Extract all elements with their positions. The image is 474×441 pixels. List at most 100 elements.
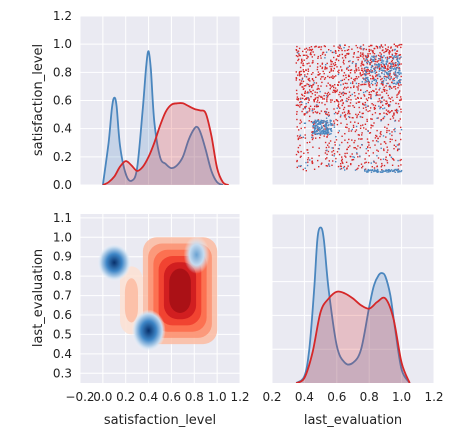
scatter-point [338, 72, 340, 74]
scatter-point [397, 87, 399, 89]
scatter-point [363, 78, 365, 80]
scatter-point [389, 73, 391, 75]
scatter-point [394, 62, 396, 64]
scatter-point [341, 79, 344, 81]
scatter-point [311, 86, 313, 89]
scatter-point [360, 89, 362, 91]
scatter-point [370, 124, 373, 127]
scatter-point [397, 169, 399, 171]
scatter-point [397, 103, 400, 105]
scatter-point [380, 133, 382, 136]
scatter-point [392, 170, 394, 172]
scatter-point [387, 94, 389, 97]
scatter-point [371, 166, 373, 168]
scatter-point [313, 100, 315, 103]
scatter-point [365, 74, 367, 77]
scatter-point [343, 59, 345, 62]
scatter-point [398, 73, 400, 76]
scatter-point [319, 65, 322, 67]
scatter-point [396, 75, 398, 77]
scatter-point [359, 54, 362, 56]
scatter-point [349, 102, 352, 104]
scatter-point [367, 61, 370, 63]
y-tick-label: 0.5 [53, 327, 72, 341]
scatter-point [325, 95, 328, 97]
scatter-point [310, 121, 313, 123]
scatter-point [397, 148, 399, 150]
scatter-point [377, 150, 379, 152]
y-axis-label-last-evaluation: last_evaluation [31, 249, 46, 347]
scatter-point [296, 166, 298, 169]
scatter-point [305, 111, 308, 113]
scatter-point [319, 121, 321, 124]
scatter-point [400, 84, 402, 86]
scatter-point [337, 106, 340, 108]
scatter-point [299, 135, 301, 138]
scatter-point [299, 106, 301, 108]
scatter-point [396, 94, 398, 96]
scatter-point [382, 46, 384, 48]
scatter-point [365, 48, 367, 51]
scatter-point [347, 86, 349, 88]
scatter-point [336, 90, 338, 93]
scatter-point [362, 91, 365, 94]
scatter-point [357, 51, 359, 53]
scatter-point [354, 95, 356, 97]
scatter-point [316, 111, 319, 113]
scatter-point [397, 80, 400, 82]
scatter-point [365, 152, 367, 154]
scatter-point [368, 93, 370, 96]
scatter-point [352, 105, 354, 107]
scatter-point [337, 101, 340, 103]
scatter-point [326, 108, 328, 110]
scatter-point [317, 97, 319, 99]
scatter-point [309, 53, 311, 55]
scatter-point [333, 126, 336, 128]
scatter-point [319, 130, 321, 132]
scatter-point [315, 137, 317, 139]
scatter-point [365, 161, 367, 163]
scatter-point [307, 97, 309, 99]
scatter-point [357, 85, 360, 87]
scatter-point [399, 99, 401, 101]
scatter-point [327, 132, 330, 134]
scatter-point [357, 167, 359, 169]
scatter-point [328, 142, 330, 144]
scatter-point [311, 162, 314, 165]
scatter-point [386, 71, 388, 74]
scatter-point [379, 132, 381, 134]
scatter-point [307, 49, 309, 51]
scatter-point [318, 122, 320, 124]
scatter-point [325, 158, 327, 160]
scatter-point [356, 46, 359, 49]
scatter-point [389, 118, 392, 120]
scatter-point [380, 44, 383, 46]
scatter-point [301, 101, 303, 104]
scatter-point [321, 130, 323, 132]
scatter-point [303, 122, 306, 124]
scatter-point [350, 163, 352, 165]
scatter-point [382, 108, 384, 110]
scatter-point [364, 123, 367, 125]
scatter-point [308, 99, 310, 101]
scatter-point [318, 147, 320, 149]
scatter-point [298, 73, 301, 75]
scatter-point [331, 164, 333, 166]
x-tick-label: 1.0 [392, 390, 411, 404]
scatter-point [328, 76, 331, 79]
scatter-point [346, 148, 348, 150]
scatter-point [352, 82, 354, 85]
kde-area-series-1 [296, 291, 410, 383]
scatter-point [393, 49, 396, 51]
scatter-point [301, 110, 303, 113]
scatter-point [400, 126, 402, 129]
scatter-point [397, 159, 399, 162]
scatter-point [323, 132, 325, 134]
scatter-point [321, 162, 323, 164]
scatter-point [302, 136, 305, 138]
scatter-point [320, 163, 322, 165]
scatter-point [338, 81, 340, 83]
scatter-point [325, 146, 328, 149]
scatter-point [318, 95, 320, 97]
scatter-point [303, 70, 305, 73]
